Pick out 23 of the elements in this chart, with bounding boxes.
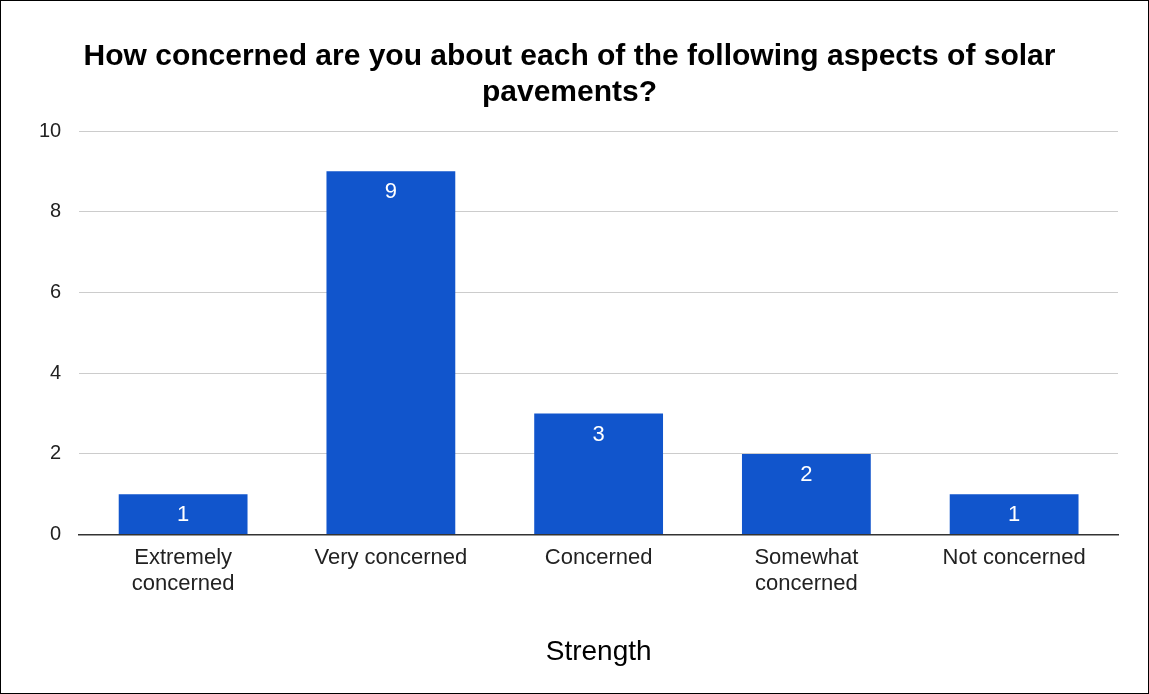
data-label: 9 — [384, 178, 397, 204]
bar — [118, 494, 248, 535]
x-axis-title: Strength — [545, 634, 652, 666]
y-tick-label: 6 — [50, 279, 62, 302]
data-label: 1 — [177, 501, 190, 527]
y-tick-label: 8 — [50, 199, 62, 222]
y-tick-label: 0 — [50, 522, 62, 545]
y-tick-label: 2 — [50, 441, 62, 464]
x-tick-label: Extremely concerned — [131, 543, 235, 596]
x-tick-label: Not concerned — [942, 543, 1086, 569]
bar — [741, 453, 871, 535]
y-tick-label: 4 — [50, 360, 62, 383]
x-tick-label: Very concerned — [314, 543, 468, 569]
chart-title: How concerned are you about each of the following aspects of solar pavements? — [83, 38, 1056, 108]
y-tick-label: 10 — [39, 118, 62, 141]
x-tick-label: Somewhat concerned — [754, 543, 859, 596]
data-label: 3 — [592, 420, 605, 446]
data-label: 2 — [800, 460, 813, 486]
bar — [534, 413, 664, 535]
x-tick-label: Concerned — [544, 543, 653, 569]
data-label: 1 — [1008, 501, 1021, 527]
bar — [326, 171, 456, 535]
bar — [949, 494, 1079, 535]
